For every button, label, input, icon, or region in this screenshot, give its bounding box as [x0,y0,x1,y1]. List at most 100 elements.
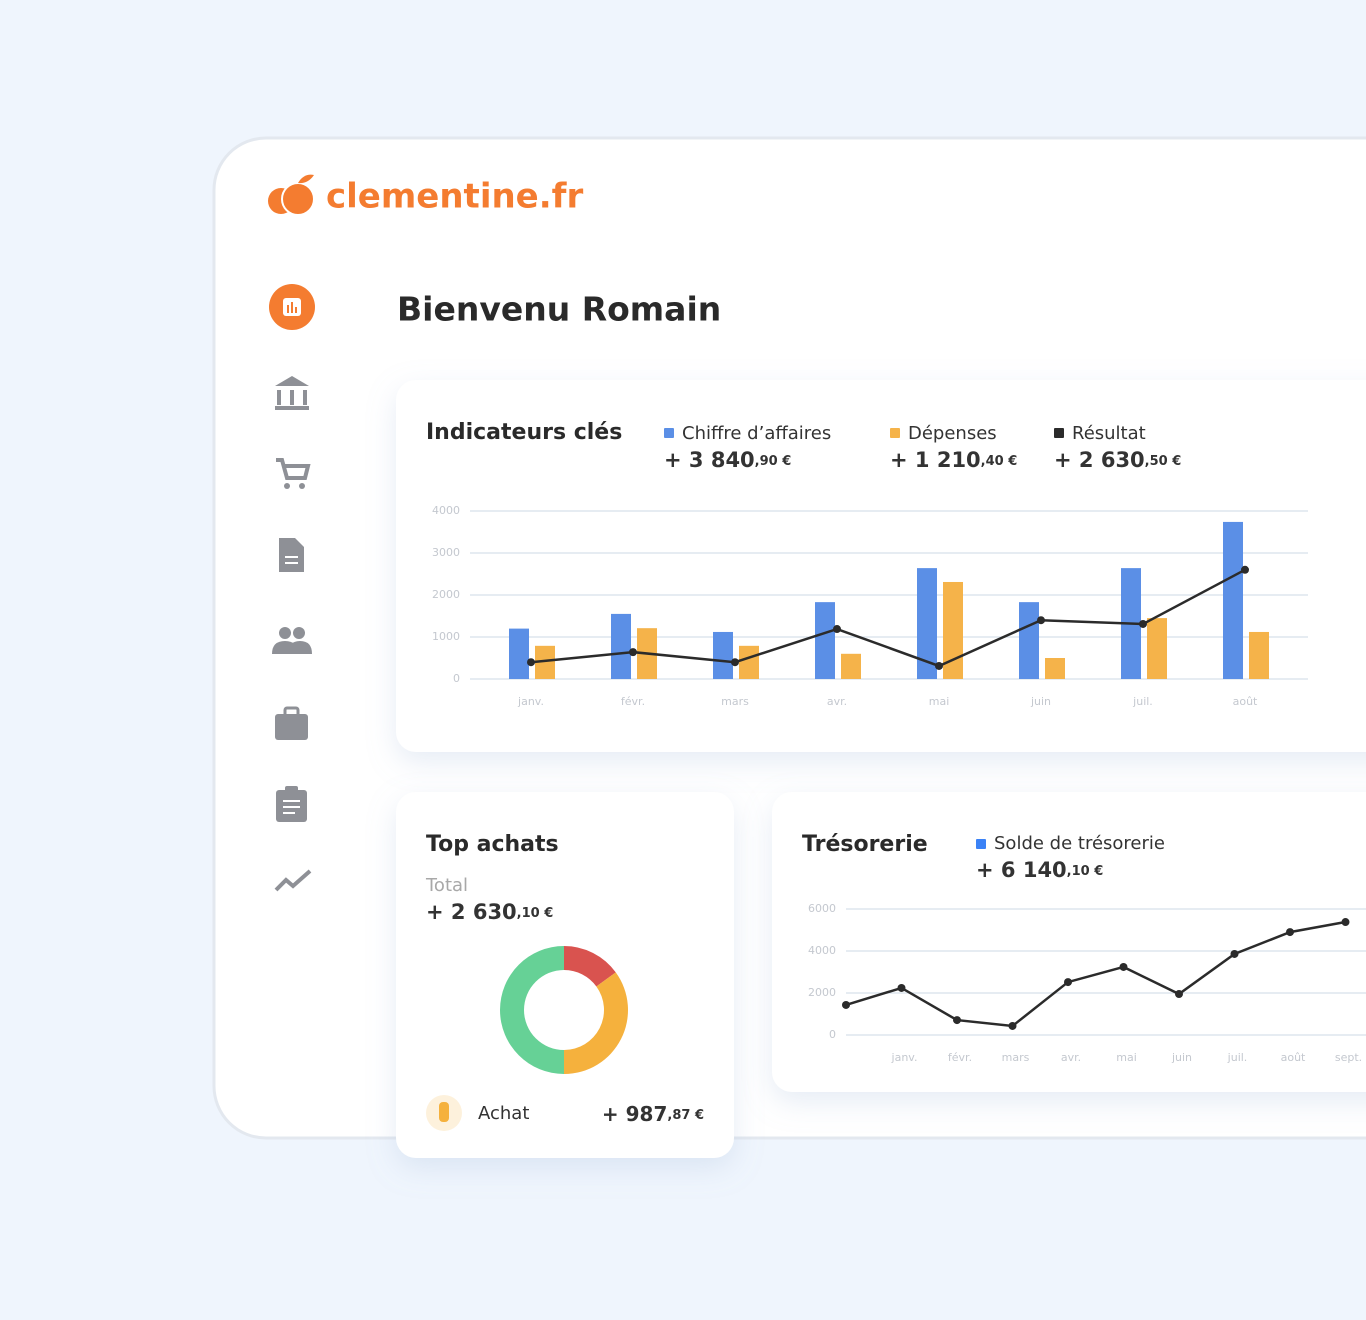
amount: + 2 630,10 € [426,900,553,924]
nav-cart[interactable] [276,458,311,489]
amount: + 3 840,90 € [664,448,791,472]
line [530,568,1246,668]
x-tick-label: mars [721,695,749,708]
amount-main: + 1 210 [890,448,981,472]
y-tick-label: 0 [829,1028,836,1041]
legend-label: Dépenses [908,423,997,444]
donut-segment [564,946,616,987]
y-tick-label: 1000 [432,630,460,643]
x-tick-label: févr. [621,695,645,708]
amount: + 6 140,10 € [976,858,1103,882]
bar [815,602,835,679]
x-tick-label: mai [929,695,950,708]
point [1241,565,1249,574]
card-title: Indicateurs clés [426,420,622,445]
bar [1249,631,1269,679]
point [1037,616,1045,625]
point [953,1016,961,1025]
amount-cents: ,87 € [667,1108,704,1123]
welcome: Bienvenu Romain [397,290,721,329]
amount-main: + 2 630 [426,900,517,924]
cash-card [772,792,1366,1092]
item-amount: + 987,87 € [602,1102,704,1126]
y-tick-label: 3000 [432,546,460,559]
line [845,920,1346,1028]
point [629,648,637,657]
x-tick-label: janv. [517,695,544,708]
y-tick-label: 4000 [432,504,460,517]
y-tick-label: 2000 [432,588,460,601]
legend-swatch [976,839,986,849]
amount-cents: ,40 € [981,454,1018,469]
donut-segment [564,972,629,1074]
x-tick-label: mars [1002,1051,1030,1064]
bar [1045,658,1065,679]
amount-cents: ,90 € [755,454,792,469]
x-tick-label: juin [1030,695,1051,708]
bar [739,645,759,679]
point [1175,990,1183,999]
card-title: Top achats [426,832,559,857]
point [731,658,739,667]
nav-reports[interactable] [274,869,312,892]
legend-label: Solde de trésorerie [994,833,1165,854]
point [1230,949,1239,958]
total-label: Total [425,875,468,896]
point [842,1000,850,1009]
bar [1019,602,1039,679]
x-tick-label: avr. [827,695,847,708]
sidebar [269,284,315,892]
purchases-chart: Top achats Total + 2 630,10 € Achat + 987,87… [425,832,704,1131]
bar [535,645,555,679]
point [527,658,535,667]
legend-label: Chiffre d’affaires [682,423,831,444]
x-tick-label: juin [1171,1051,1192,1064]
item-label: Achat [478,1103,529,1124]
y-tick-label: 0 [453,672,460,685]
nav-bank[interactable] [275,376,309,410]
point [897,983,906,992]
bar [713,631,733,679]
brand: clementine.fr [326,177,583,217]
x-tick-label: janv. [891,1051,918,1064]
bar [943,581,963,679]
point [1008,1021,1017,1030]
amount-main: + 987 [602,1102,667,1126]
nav-contacts[interactable] [272,627,312,654]
card-title: Trésorerie [802,832,928,857]
y-tick-label: 4000 [808,944,836,957]
point [1139,619,1147,628]
x-tick-label: août [1233,695,1258,708]
nav-business[interactable] [275,706,308,740]
amount: + 1 210,40 € [890,448,1017,472]
bar [1223,521,1243,679]
amount-cents: ,50 € [1145,454,1182,469]
point [1341,918,1350,927]
x-tick-label: sept. [1335,1051,1362,1064]
amount-cents: ,10 € [1067,864,1104,879]
legend-swatch [1054,428,1064,438]
bar [509,628,529,679]
nav-tasks[interactable] [276,786,307,822]
point [1286,928,1294,937]
bar [1147,618,1167,679]
donut-segment [500,946,564,1074]
amount-main: + 3 840 [664,448,755,472]
x-tick-label: avr. [1061,1051,1081,1064]
y-tick-label: 2000 [808,986,836,999]
cash-chart: Trésorerie Solde de trésorerie + 6 140,10 … [802,832,1366,1064]
bar [841,653,861,679]
amount-main: + 6 140 [976,858,1067,882]
legend-swatch [890,428,900,438]
item-icon-glyph [439,1102,449,1122]
x-tick-label: août [1281,1051,1306,1064]
kpi-chart: Indicateurs clés Chiffre d’affaires + 3 84… [426,420,1308,708]
bar [917,568,937,679]
nav-documents[interactable] [279,538,304,572]
logo: clementine.fr [268,174,583,217]
amount-cents: ,10 € [517,906,554,921]
purchases-card [396,792,734,1158]
bar [611,613,631,679]
